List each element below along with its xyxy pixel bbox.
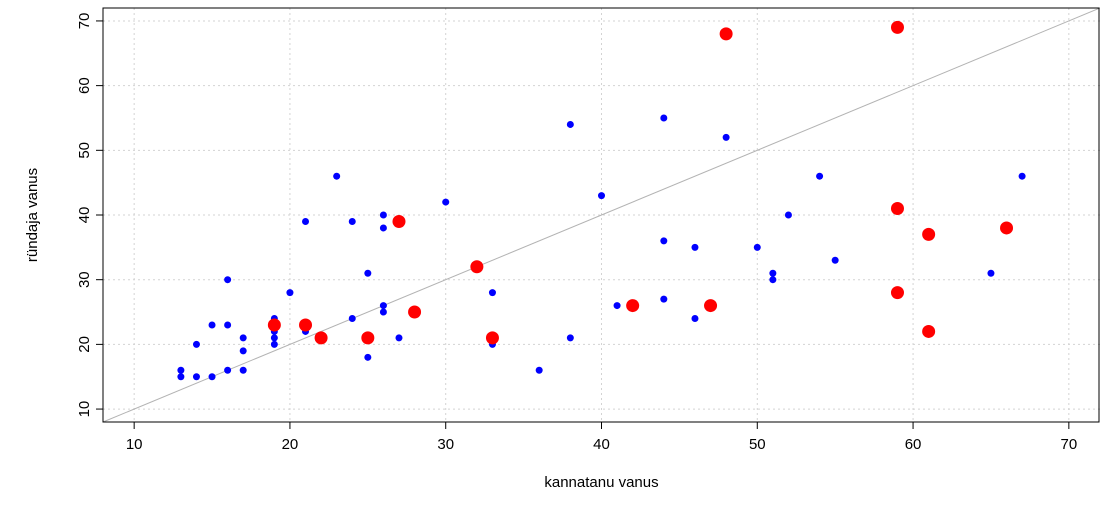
x-tick-label: 60	[905, 436, 922, 453]
data-point-series-2	[890, 286, 904, 300]
data-point-series-1	[395, 334, 403, 342]
data-point-series-1	[192, 340, 200, 348]
data-point-series-1	[691, 243, 699, 251]
y-tick-label: 40	[76, 207, 93, 224]
y-axis-title: ründaja vanus	[24, 168, 41, 262]
data-point-series-1	[270, 334, 278, 342]
data-point-series-2	[314, 331, 328, 345]
data-point-series-1	[177, 366, 185, 374]
data-point-series-1	[613, 302, 621, 310]
data-point-series-1	[302, 217, 310, 225]
x-axis: 10 20 30 40 50 60 70	[126, 422, 1077, 453]
data-point-series-1	[753, 243, 761, 251]
y-tick-label: 10	[76, 401, 93, 418]
data-point-series-1	[769, 269, 777, 277]
data-point-series-1	[379, 308, 387, 316]
data-point-series-1	[598, 192, 605, 200]
data-point-series-1	[566, 334, 574, 342]
data-point-series-2	[922, 227, 936, 241]
y-axis: 10 20 30 40 50 60 70	[76, 13, 103, 418]
data-point-series-1	[442, 198, 450, 206]
data-point-series-1	[535, 366, 543, 374]
data-point-series-1	[239, 347, 247, 355]
data-point-series-1	[831, 256, 839, 264]
data-point-series-1	[192, 373, 200, 381]
x-axis-title: kannatanu vanus	[544, 474, 658, 491]
data-point-series-1	[208, 373, 216, 381]
x-tick-label: 30	[437, 436, 454, 453]
data-point-series-1	[769, 276, 777, 284]
data-point-series-1	[488, 289, 496, 297]
y-tick-label: 30	[76, 271, 93, 288]
data-point-series-1	[660, 114, 668, 122]
data-point-series-2	[922, 324, 936, 338]
data-point-series-1	[270, 340, 278, 348]
data-point-series-2	[299, 318, 313, 332]
x-tick-label: 10	[126, 436, 143, 453]
data-point-series-1	[239, 334, 247, 342]
data-point-series-2	[267, 318, 281, 332]
data-point-series-2	[1000, 221, 1014, 235]
reference-line-y-equals-x	[102, 7, 1100, 423]
x-tick-label: 40	[593, 436, 610, 453]
data-point-series-1	[784, 211, 792, 219]
data-point-series-2	[890, 20, 904, 34]
data-point-series-2	[704, 299, 718, 313]
data-point-series-1	[379, 211, 387, 219]
data-point-series-2	[626, 299, 640, 313]
data-point-series-1	[348, 315, 356, 322]
data-point-series-1	[722, 133, 730, 141]
data-point-series-2	[470, 260, 484, 274]
data-point-series-2	[485, 331, 499, 345]
data-point-series-2	[719, 27, 733, 41]
data-point-series-1	[224, 321, 232, 329]
data-point-series-1	[286, 289, 294, 297]
y-tick-label: 60	[76, 77, 93, 94]
data-point-series-1	[224, 276, 232, 284]
data-point-series-1	[379, 302, 387, 310]
data-point-series-2	[890, 202, 904, 216]
data-point-series-1	[333, 172, 341, 180]
x-tick-label: 70	[1061, 436, 1078, 453]
data-point-series-1	[379, 224, 387, 232]
data-point-series-1	[208, 321, 216, 329]
data-point-series-1	[364, 269, 372, 277]
data-point-series-1	[660, 237, 668, 245]
data-points	[177, 20, 1026, 381]
data-point-series-1	[239, 366, 247, 374]
data-point-series-1	[1018, 172, 1026, 180]
data-point-series-1	[816, 172, 824, 180]
data-point-series-2	[392, 214, 406, 228]
data-point-series-2	[408, 305, 422, 319]
y-tick-label: 50	[76, 142, 93, 159]
y-tick-label: 20	[76, 336, 93, 353]
y-tick-label: 70	[76, 13, 93, 30]
data-point-series-1	[987, 269, 995, 277]
data-point-series-1	[660, 295, 668, 303]
data-point-series-1	[364, 353, 372, 361]
data-point-series-1	[566, 120, 574, 128]
data-point-series-1	[224, 366, 232, 374]
data-point-series-1	[177, 373, 185, 381]
data-point-series-2	[361, 331, 375, 345]
data-point-series-1	[348, 217, 356, 225]
data-point-series-1	[691, 315, 699, 322]
x-tick-label: 50	[749, 436, 766, 453]
x-tick-label: 20	[282, 436, 299, 453]
